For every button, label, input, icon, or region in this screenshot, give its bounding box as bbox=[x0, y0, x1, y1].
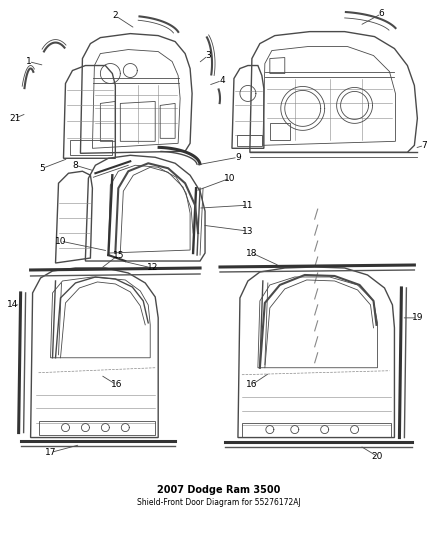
Text: 3: 3 bbox=[205, 51, 211, 60]
Text: 12: 12 bbox=[147, 263, 158, 272]
Text: 9: 9 bbox=[235, 153, 241, 162]
Text: 1: 1 bbox=[26, 57, 32, 66]
Text: 4: 4 bbox=[219, 76, 225, 85]
Text: 15: 15 bbox=[113, 251, 124, 260]
Text: 16: 16 bbox=[110, 380, 122, 389]
Text: 19: 19 bbox=[412, 313, 423, 322]
Text: 5: 5 bbox=[40, 164, 46, 173]
Text: 8: 8 bbox=[73, 161, 78, 170]
Text: 14: 14 bbox=[7, 301, 18, 309]
Text: 17: 17 bbox=[45, 448, 57, 457]
Text: 20: 20 bbox=[372, 452, 383, 461]
Text: 7: 7 bbox=[421, 141, 427, 150]
Text: 2: 2 bbox=[113, 11, 118, 20]
Text: 21: 21 bbox=[9, 114, 20, 123]
Text: 18: 18 bbox=[246, 248, 258, 257]
Text: 10: 10 bbox=[224, 174, 236, 183]
Text: 11: 11 bbox=[242, 200, 254, 209]
Text: 6: 6 bbox=[378, 9, 385, 18]
Text: Shield-Front Door Diagram for 55276172AJ: Shield-Front Door Diagram for 55276172AJ bbox=[137, 498, 301, 507]
Text: 2007 Dodge Ram 3500: 2007 Dodge Ram 3500 bbox=[157, 486, 281, 495]
Text: 13: 13 bbox=[242, 227, 254, 236]
Text: 10: 10 bbox=[55, 237, 66, 246]
Text: 16: 16 bbox=[246, 380, 258, 389]
